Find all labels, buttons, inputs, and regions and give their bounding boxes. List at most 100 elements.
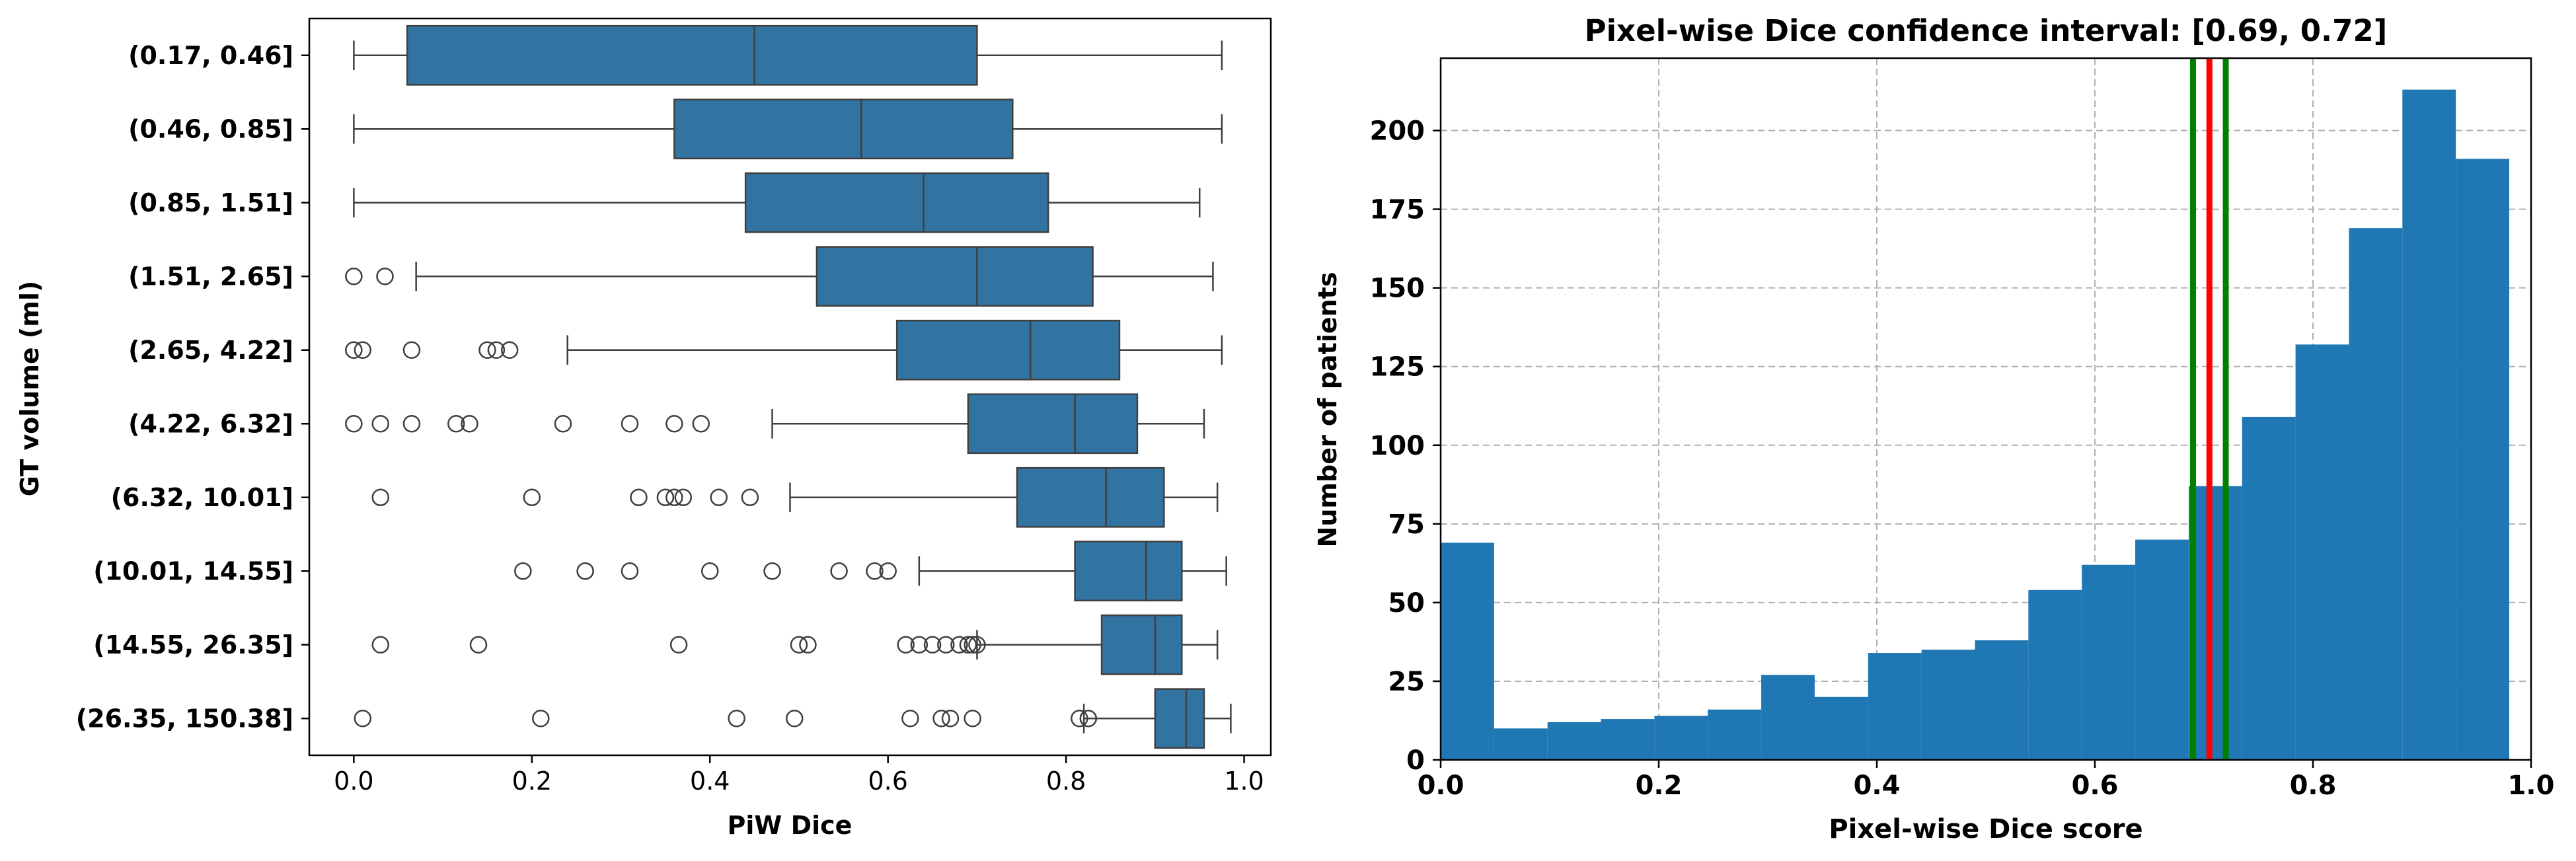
outlier-point xyxy=(941,710,960,728)
y-tick-label: 150 xyxy=(1370,274,1425,304)
category-tick-label: (0.46, 0.85] xyxy=(128,114,293,143)
outlier-point xyxy=(621,415,639,433)
outlier-point xyxy=(710,488,728,506)
outlier-point xyxy=(669,636,688,654)
outlier-point xyxy=(461,415,478,433)
outlier-point xyxy=(674,488,693,506)
category-tick-label: (2.65, 4.22] xyxy=(128,336,293,365)
outlier-point xyxy=(763,562,781,580)
outlier-point xyxy=(532,710,550,728)
boxplot-x-axis-label: PiW Dice xyxy=(728,811,852,840)
y-tick-label: 125 xyxy=(1370,352,1425,383)
outlier-point xyxy=(514,562,532,580)
category-tick-label: (0.17, 0.46] xyxy=(128,41,293,70)
x-tick-label: 0.2 xyxy=(512,767,552,796)
outlier-point xyxy=(576,562,594,580)
boxplot-panel: (0.17, 0.46] (0.46, 0.85] (0.85, 1.51] (1.5… xyxy=(15,17,1272,840)
category-tick-label: (26.35, 150.38] xyxy=(76,704,293,733)
outlier-point xyxy=(523,488,541,506)
histogram-bar xyxy=(2135,539,2189,760)
outlier-point xyxy=(1079,710,1098,728)
outlier-point xyxy=(630,488,648,506)
histogram-bar xyxy=(2082,564,2136,760)
x-tick-label: 0.2 xyxy=(1636,770,1683,801)
boxplot-marks xyxy=(345,24,1232,749)
outlier-point xyxy=(478,341,496,359)
outlier-point xyxy=(692,415,710,433)
outlier-point xyxy=(968,636,986,654)
x-tick-label: 0.4 xyxy=(690,767,730,796)
outlier-point xyxy=(402,415,421,433)
y-tick-label: 100 xyxy=(1370,431,1425,461)
outlier-point xyxy=(345,341,363,359)
outlier-point xyxy=(345,415,363,433)
box xyxy=(1074,541,1183,602)
histogram-bar xyxy=(1601,719,1655,760)
histogram-y-ticks: 0 25 50 75 100 125 150 175 200 xyxy=(1370,116,1441,776)
outlier-point xyxy=(447,415,465,433)
outlier-point xyxy=(487,341,506,359)
category-tick-label: (14.55, 26.35] xyxy=(93,630,293,659)
box xyxy=(744,172,1049,233)
outlier-point xyxy=(345,268,363,285)
outlier-point xyxy=(879,562,897,580)
outlier-point xyxy=(923,636,942,654)
category-tick-label: (0.85, 1.51] xyxy=(128,188,293,217)
histogram-axes-frame xyxy=(1439,57,2532,761)
x-tick-label: 0.0 xyxy=(334,767,373,796)
outlier-point xyxy=(1071,710,1088,728)
outlier-point xyxy=(910,636,928,654)
histogram-bar xyxy=(1654,716,1708,760)
outlier-point xyxy=(830,562,848,580)
boxplot-y-axis-label: GT volume (ml) xyxy=(15,281,44,497)
histogram-panel: 0.0 0.2 0.4 0.6 0.8 1.0 0 25 50 75 100 125 150 175 20… xyxy=(1313,13,2554,844)
histogram-bars xyxy=(1441,89,2509,761)
outlier-point xyxy=(866,562,884,580)
histogram-bar xyxy=(1761,675,1815,760)
outlier-point xyxy=(950,636,968,654)
x-tick-label: 1.0 xyxy=(1224,767,1264,796)
histogram-bar xyxy=(1814,696,1868,760)
histogram-bar xyxy=(2188,486,2242,760)
outlier-point xyxy=(901,710,919,728)
histogram-title: Pixel-wise Dice confidence interval: [0.… xyxy=(1585,13,2388,48)
y-tick-label: 75 xyxy=(1388,509,1425,540)
outlier-point xyxy=(728,710,745,728)
outlier-point xyxy=(799,636,817,654)
outlier-point xyxy=(354,341,372,359)
y-tick-label: 200 xyxy=(1370,116,1425,147)
histogram-bar xyxy=(1547,722,1601,760)
histogram-bar xyxy=(2456,159,2509,760)
outlier-point xyxy=(785,710,804,728)
box xyxy=(815,246,1094,307)
x-tick-label: 0.6 xyxy=(868,767,907,796)
box xyxy=(673,98,1014,160)
histogram-bar xyxy=(2028,589,2082,760)
box xyxy=(1154,688,1205,749)
outlier-point xyxy=(741,488,759,506)
boxplot-category-ticks: (0.17, 0.46] (0.46, 0.85] (0.85, 1.51] (1.5… xyxy=(76,41,309,733)
histogram-bar xyxy=(1494,728,1548,760)
outlier-point xyxy=(937,636,955,654)
x-tick-label: 0.0 xyxy=(1418,770,1464,801)
histogram-bar xyxy=(2242,416,2296,760)
y-tick-label: 50 xyxy=(1388,588,1425,618)
box xyxy=(1100,614,1183,675)
outlier-point xyxy=(371,636,390,654)
outlier-point xyxy=(790,636,808,654)
outlier-point xyxy=(959,636,977,654)
outlier-point xyxy=(701,562,719,580)
outlier-point xyxy=(964,636,981,654)
x-tick-label: 0.4 xyxy=(1854,770,1901,801)
histogram-bar xyxy=(2402,89,2456,761)
histogram-bar xyxy=(1708,709,1762,760)
boxplot-axes-frame xyxy=(308,17,1272,757)
histogram-bar xyxy=(1441,543,1494,760)
box xyxy=(1016,467,1165,528)
outlier-point xyxy=(656,488,675,506)
outlier-point xyxy=(897,636,915,654)
histogram-x-axis-label: Pixel-wise Dice score xyxy=(1829,814,2142,844)
x-tick-label: 1.0 xyxy=(2508,770,2555,801)
